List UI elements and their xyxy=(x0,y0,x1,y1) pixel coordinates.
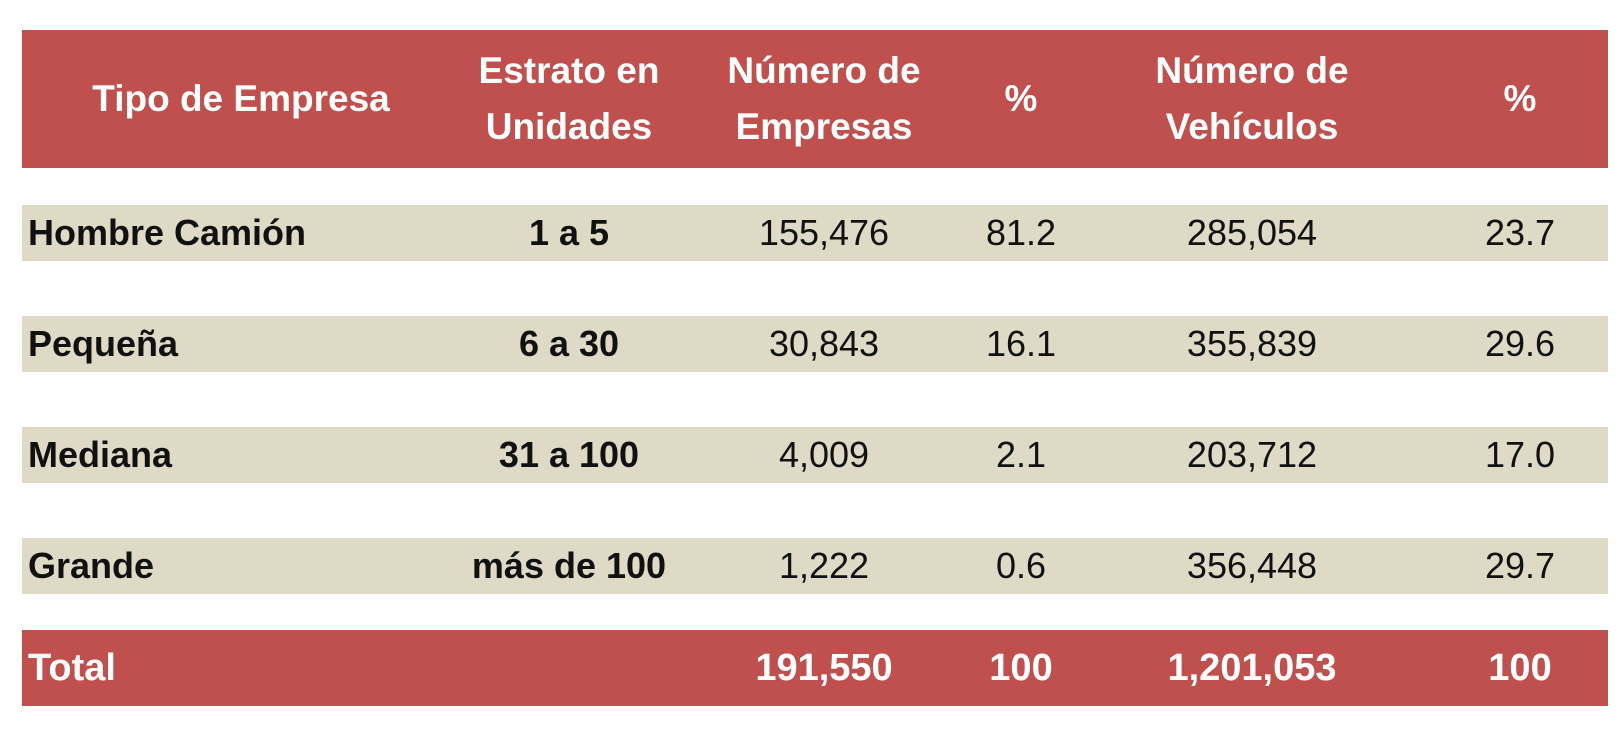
cell-num-vehiculos: 355,839 xyxy=(1186,323,1318,364)
total-num-vehiculos: 1,201,053 xyxy=(1167,646,1337,689)
cell-tipo: Grande xyxy=(28,545,155,586)
cell-tipo: Pequeña xyxy=(28,323,179,364)
cell-estrato: 1 a 5 xyxy=(528,212,610,253)
header-pct-empresas: % xyxy=(970,30,1072,168)
total-estrato xyxy=(460,630,678,706)
cell-estrato: 31 a 100 xyxy=(498,434,640,475)
table-row: Grande más de 100 1,222 0.6 356,448 29.7 xyxy=(22,538,1608,594)
cell-pct-empresas: 0.6 xyxy=(995,545,1047,586)
cell-num-empresas: 155,476 xyxy=(758,212,890,253)
cell-pct-vehiculos: 29.6 xyxy=(1484,323,1556,364)
table-row: Pequeña 6 a 30 30,843 16.1 355,839 29.6 xyxy=(22,316,1608,372)
table-row: Mediana 31 a 100 4,009 2.1 203,712 17.0 xyxy=(22,427,1608,483)
cell-num-vehiculos: 356,448 xyxy=(1186,545,1318,586)
cell-pct-vehiculos: 17.0 xyxy=(1484,434,1556,475)
total-pct-vehiculos: 100 xyxy=(1488,646,1552,689)
cell-num-empresas: 4,009 xyxy=(778,434,870,475)
total-pct-empresas: 100 xyxy=(989,646,1053,689)
header-num-empresas-text: Número de Empresas xyxy=(727,50,921,147)
cell-estrato: 6 a 30 xyxy=(518,323,620,364)
total-num-empresas: 191,550 xyxy=(755,646,893,689)
cell-pct-empresas: 81.2 xyxy=(985,212,1057,253)
cell-pct-empresas: 16.1 xyxy=(985,323,1057,364)
header-pct-vehiculos-text: % xyxy=(1503,78,1537,119)
cell-num-vehiculos: 285,054 xyxy=(1186,212,1318,253)
cell-estrato: más de 100 xyxy=(471,545,667,586)
table-row: Hombre Camión 1 a 5 155,476 81.2 285,054… xyxy=(22,205,1608,261)
header-num-vehiculos-text: Número de Vehículos xyxy=(1155,50,1349,147)
table-total-row: Total 191,550 100 1,201,053 100 xyxy=(22,630,1608,706)
cell-tipo: Mediana xyxy=(28,434,173,475)
header-estrato: Estrato en Unidades xyxy=(460,30,678,168)
header-tipo-text: Tipo de Empresa xyxy=(92,78,390,119)
cell-tipo: Hombre Camión xyxy=(28,212,307,253)
cell-num-vehiculos: 203,712 xyxy=(1186,434,1318,475)
cell-pct-empresas: 2.1 xyxy=(995,434,1047,475)
header-num-empresas: Número de Empresas xyxy=(678,30,970,168)
cell-num-empresas: 30,843 xyxy=(768,323,880,364)
header-tipo: Tipo de Empresa xyxy=(22,30,460,168)
header-num-vehiculos: Número de Vehículos xyxy=(1072,30,1432,168)
header-estrato-text: Estrato en Unidades xyxy=(478,50,660,147)
cell-pct-vehiculos: 23.7 xyxy=(1484,212,1556,253)
cell-num-empresas: 1,222 xyxy=(778,545,870,586)
total-label: Total xyxy=(28,646,116,689)
cell-pct-vehiculos: 29.7 xyxy=(1484,545,1556,586)
header-pct-empresas-text: % xyxy=(1004,78,1038,119)
header-pct-vehiculos: % xyxy=(1432,30,1608,168)
table-header-row: Tipo de Empresa Estrato en Unidades Núme… xyxy=(22,30,1608,168)
